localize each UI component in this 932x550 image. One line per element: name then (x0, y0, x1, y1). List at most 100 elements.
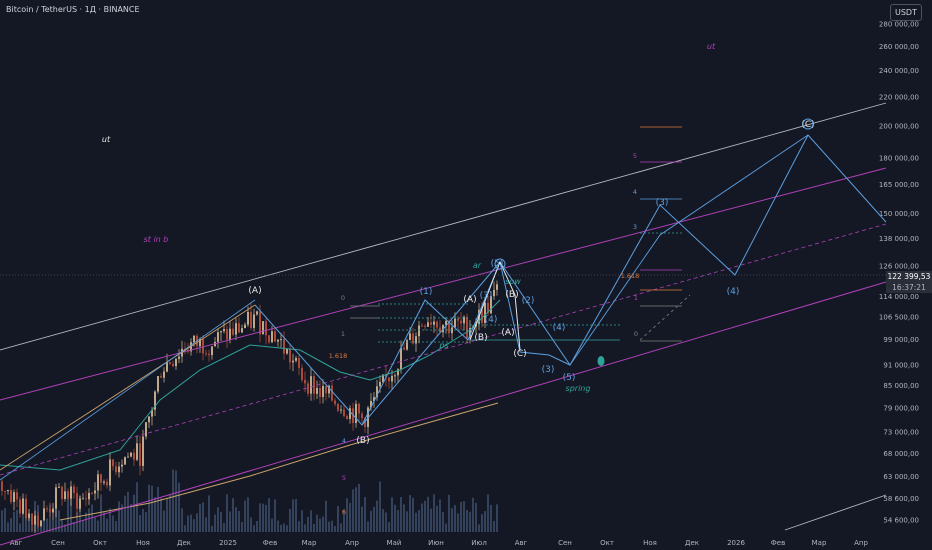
candle-body (403, 347, 405, 350)
candle-body (412, 333, 414, 344)
candle-body (43, 508, 45, 521)
y-tick-label-11: 106 500,00 (879, 314, 919, 322)
candle-body (334, 400, 336, 405)
wave-label-2: (1) (420, 287, 433, 297)
volume-bar (298, 521, 300, 532)
volume-bar (346, 498, 348, 532)
candle-body (415, 336, 417, 344)
candle-body (253, 314, 255, 328)
y-tick-label-1: 260 000,00 (879, 43, 919, 51)
volume-bar (127, 491, 129, 532)
candle-body (382, 374, 384, 382)
candle-body (166, 362, 168, 372)
volume-bar (391, 497, 393, 532)
volume-bar (286, 525, 288, 532)
volume-bar (247, 497, 249, 532)
trendline-orange-rise (0, 304, 256, 471)
volume-bar (181, 508, 183, 532)
candle-body (16, 492, 18, 500)
candle-body (202, 339, 204, 354)
volume-bar (28, 512, 30, 532)
y-tick-label-12: 99 000,00 (883, 336, 919, 344)
candle-body (67, 491, 69, 499)
volume-bar (136, 482, 138, 532)
volume-bar (49, 504, 51, 532)
volume-bar (52, 520, 54, 532)
candle-body (358, 403, 360, 414)
candle-body (85, 498, 87, 500)
candle-body (37, 515, 39, 526)
channel-line-lower-purple (0, 281, 887, 546)
volume-bar (19, 523, 21, 532)
volume-bar (154, 497, 156, 532)
projection-dashed (639, 294, 691, 341)
wave-label-4: (B) (474, 333, 487, 343)
volume-bar (226, 494, 228, 532)
candle-body (322, 385, 324, 398)
volume-bar (208, 495, 210, 532)
volume-bar (22, 497, 24, 532)
volume-bar (178, 482, 180, 532)
candle-body (7, 490, 9, 492)
candle-body (370, 401, 372, 408)
wave-label-10: (A) (501, 328, 514, 338)
candle-body (217, 332, 219, 342)
volume-bar (352, 489, 354, 532)
volume-bar (91, 504, 93, 532)
volume-bar (403, 504, 405, 532)
volume-bar (238, 510, 240, 532)
candle-body (94, 490, 96, 494)
volume-bar (388, 522, 390, 532)
volume-bar (163, 510, 165, 532)
volume-bar (148, 484, 150, 532)
candle-body (244, 324, 246, 329)
x-tick-label-3: Ноя (136, 539, 150, 547)
candle-body (433, 321, 435, 325)
wave-label-13: (3) (542, 365, 555, 375)
volume-bar (73, 522, 75, 532)
wave-peak-circle (494, 258, 506, 270)
candle-body (481, 309, 483, 323)
candle-body (103, 481, 105, 483)
volume-bar (478, 524, 480, 532)
y-tick-label-8: 138 000,00 (879, 235, 919, 243)
currency-badge[interactable]: USDT (890, 4, 922, 21)
annotation-label-1: st in b (144, 235, 169, 244)
volume-bar (151, 485, 153, 532)
candle-body (346, 415, 348, 419)
x-tick-label-4: Дек (177, 539, 191, 547)
candle-body (223, 329, 225, 332)
volume-bar (412, 497, 414, 532)
candle-body (70, 486, 72, 499)
fib-level-label-2: 1.618 (329, 352, 348, 360)
y-tick-label-4: 200 000,00 (879, 123, 919, 131)
candle-body (25, 498, 27, 518)
volume-bar (133, 494, 135, 532)
x-tick-label-6: Фев (263, 539, 277, 547)
volume-bar (472, 497, 474, 532)
volume-bar (334, 525, 336, 532)
y-tick-label-5: 180 000,00 (879, 154, 919, 162)
volume-bar (370, 510, 372, 532)
volume-bar (184, 525, 186, 532)
volume-bar (190, 514, 192, 532)
candle-body (448, 321, 450, 334)
candle-body (64, 491, 66, 500)
volume-bar (235, 507, 237, 532)
candle-body (316, 387, 318, 394)
candle-body (199, 339, 201, 347)
volume-bar (106, 518, 108, 532)
candle-body (277, 339, 279, 342)
candle-body (220, 331, 222, 333)
volume-bar (487, 494, 489, 532)
volume-bar (451, 508, 453, 532)
volume-bar (64, 524, 66, 532)
wave-label-11: (C) (513, 349, 526, 359)
wave-label-16: (4) (727, 287, 740, 297)
candle-body (250, 311, 252, 328)
volume-bar (16, 509, 18, 532)
candle-body (163, 371, 165, 378)
volume-bar (442, 511, 444, 532)
fib-level-label-5: 6 (342, 508, 346, 516)
